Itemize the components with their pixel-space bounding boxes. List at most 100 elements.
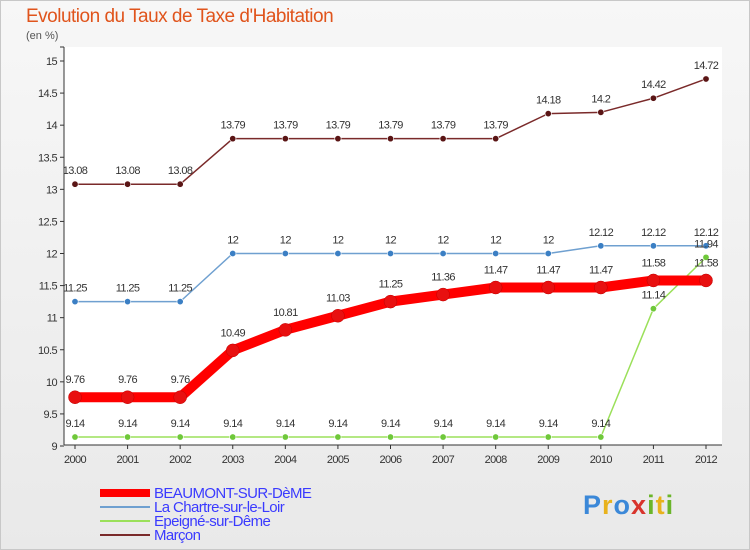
data-point bbox=[334, 433, 342, 441]
data-label: 13.08 bbox=[115, 165, 140, 177]
chart-subtitle: (en %) bbox=[26, 30, 59, 42]
data-label: 9.14 bbox=[539, 418, 558, 430]
data-label: 9.14 bbox=[591, 418, 610, 430]
data-point bbox=[281, 135, 289, 143]
legend-swatch-epeigne bbox=[100, 520, 150, 522]
data-label: 11.94 bbox=[694, 238, 718, 250]
data-point bbox=[229, 433, 237, 441]
logo-letter: o bbox=[613, 490, 632, 520]
data-point bbox=[702, 75, 710, 83]
legend-swatch-marcon bbox=[100, 534, 150, 536]
data-label: 9.76 bbox=[171, 374, 190, 386]
x-tick-label: 2002 bbox=[169, 454, 192, 466]
data-label: 11.36 bbox=[431, 272, 455, 284]
data-label: 10.49 bbox=[220, 327, 245, 339]
data-label: 11.03 bbox=[326, 293, 350, 305]
data-label: 12 bbox=[438, 235, 450, 247]
data-point bbox=[544, 110, 552, 118]
data-point bbox=[646, 273, 661, 288]
y-tick-label: 10 bbox=[46, 377, 58, 389]
proxiti-logo: Proxiti bbox=[583, 490, 674, 521]
data-point bbox=[439, 433, 447, 441]
data-label: 13.79 bbox=[431, 120, 456, 132]
x-tick-label: 2010 bbox=[590, 454, 613, 466]
data-label: 11.14 bbox=[642, 290, 666, 302]
data-label: 12 bbox=[543, 235, 555, 247]
data-label: 12 bbox=[227, 235, 239, 247]
data-label: 9.76 bbox=[65, 374, 84, 386]
data-point bbox=[541, 280, 555, 295]
y-tick-label: 13.5 bbox=[38, 152, 57, 164]
data-label: 13.79 bbox=[220, 120, 245, 132]
data-label: 9.14 bbox=[381, 418, 400, 430]
data-point bbox=[281, 433, 289, 441]
data-point bbox=[597, 242, 605, 250]
data-point bbox=[492, 135, 500, 143]
data-point bbox=[334, 250, 342, 258]
y-tick-label: 12.5 bbox=[38, 216, 57, 228]
data-label: 11.25 bbox=[168, 283, 192, 295]
data-point bbox=[386, 433, 394, 441]
data-point bbox=[124, 180, 132, 188]
x-tick-label: 2012 bbox=[695, 454, 718, 466]
data-point bbox=[226, 343, 240, 358]
data-point bbox=[71, 180, 79, 188]
data-label: 9.14 bbox=[434, 418, 453, 430]
y-tick-label: 12 bbox=[46, 249, 58, 261]
y-tick-label: 11.5 bbox=[39, 281, 58, 293]
data-point bbox=[331, 308, 345, 323]
data-label: 13.79 bbox=[273, 120, 298, 132]
logo-letter: x bbox=[631, 490, 648, 520]
y-tick-label: 11 bbox=[47, 313, 58, 325]
data-point bbox=[702, 242, 710, 250]
data-label: 11.47 bbox=[589, 265, 613, 277]
data-label: 12 bbox=[332, 235, 344, 247]
data-point bbox=[597, 108, 605, 116]
data-label: 14.2 bbox=[591, 93, 610, 105]
data-point bbox=[544, 433, 552, 441]
x-tick-label: 2008 bbox=[485, 454, 508, 466]
data-point bbox=[436, 287, 450, 302]
data-label: 9.14 bbox=[65, 418, 84, 430]
data-label: 14.72 bbox=[694, 60, 719, 72]
logo-letter: i bbox=[647, 490, 656, 520]
data-label: 13.79 bbox=[483, 120, 508, 132]
data-point bbox=[649, 94, 657, 102]
data-label: 11.47 bbox=[536, 265, 560, 277]
x-tick-label: 2001 bbox=[117, 454, 140, 466]
data-point bbox=[649, 305, 657, 313]
legend-label: Epeigné-sur-Dême bbox=[154, 513, 271, 530]
data-label: 11.25 bbox=[116, 283, 140, 295]
data-label: 13.79 bbox=[326, 120, 351, 132]
legend-label: La Chartre-sur-le-Loir bbox=[154, 499, 285, 516]
data-label: 12 bbox=[280, 235, 292, 247]
y-tick-label: 14.5 bbox=[38, 88, 57, 100]
data-point bbox=[544, 250, 552, 258]
data-label: 12.12 bbox=[589, 227, 614, 239]
data-label: 13.79 bbox=[378, 120, 403, 132]
data-point bbox=[124, 433, 132, 441]
logo-letter: P bbox=[583, 490, 603, 520]
y-tick-label: 10.5 bbox=[38, 345, 57, 357]
data-label: 11.25 bbox=[63, 283, 87, 295]
y-tick-label: 9.5 bbox=[44, 409, 58, 421]
data-point bbox=[71, 298, 79, 306]
data-label: 13.08 bbox=[168, 165, 193, 177]
data-label: 12.12 bbox=[694, 227, 719, 239]
data-point bbox=[439, 135, 447, 143]
data-label: 14.18 bbox=[536, 95, 561, 107]
data-point bbox=[278, 323, 293, 337]
legend-swatch-beaumont bbox=[100, 489, 150, 497]
data-point bbox=[176, 180, 184, 188]
data-point bbox=[173, 390, 187, 404]
data-label: 9.76 bbox=[118, 374, 137, 386]
data-point bbox=[439, 250, 447, 258]
x-tick-label: 2007 bbox=[432, 454, 455, 466]
x-tick-label: 2009 bbox=[537, 454, 560, 466]
data-label: 9.14 bbox=[118, 418, 137, 430]
data-point bbox=[71, 433, 79, 441]
y-tick-label: 15 bbox=[46, 56, 58, 68]
data-point bbox=[594, 280, 608, 295]
line-chart: 9 9.5 10 10.5 11 11.5 12 12.5 13 13.5 14 14.5 15 2000… bbox=[38, 46, 722, 466]
x-tick-label: 2003 bbox=[222, 454, 245, 466]
